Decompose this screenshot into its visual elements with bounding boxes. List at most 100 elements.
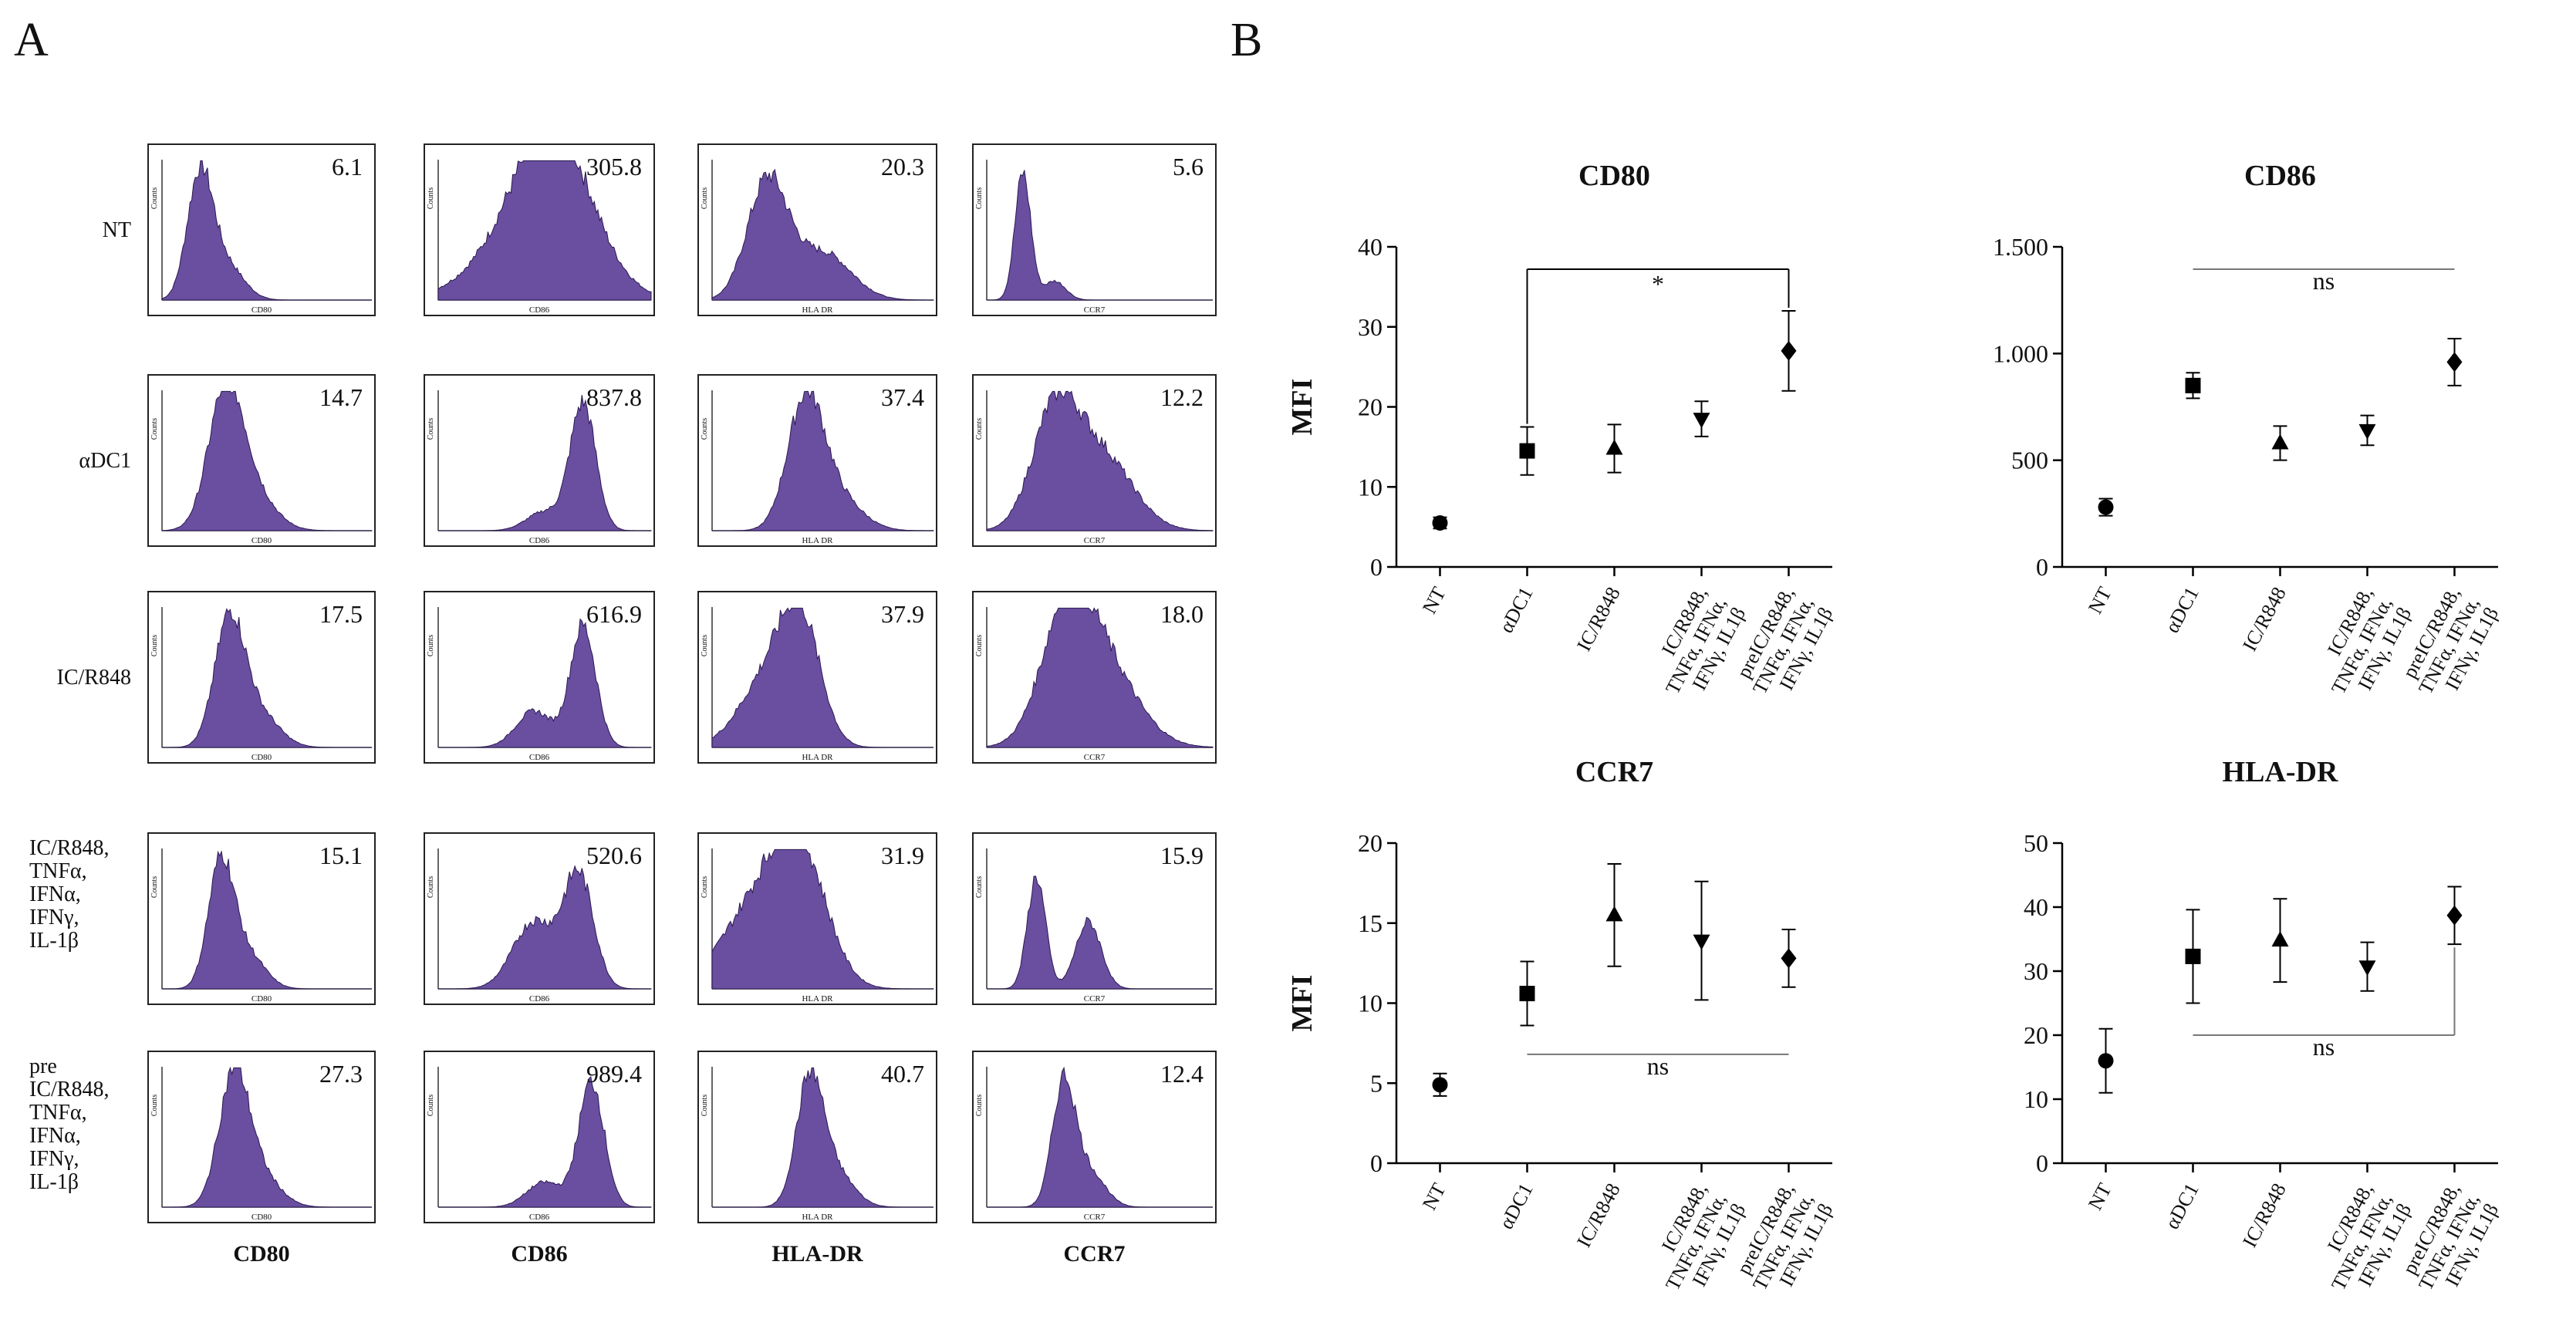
count-label: Counts	[150, 1095, 159, 1116]
column-label: HLA-DR	[771, 1241, 863, 1267]
histogram-shape	[987, 1066, 1213, 1208]
row-label: pre IC/R848, TNFα, IFNα, IFNγ, IL-1β	[29, 1054, 109, 1194]
histogram-value: 989.4	[586, 1060, 642, 1088]
y-tick-label: 1.500	[1993, 233, 2048, 261]
count-label: Counts	[701, 418, 709, 440]
axis-label-small: CD86	[529, 1213, 550, 1222]
y-tick-label: 30	[2024, 957, 2048, 985]
marker	[1781, 948, 1797, 969]
column-label: CD86	[511, 1241, 567, 1267]
axis-label-small: CCR7	[1084, 753, 1106, 762]
x-tick-label: IC/R848,TNFα, IFNα,IFNγ, IL1β	[1642, 1179, 1751, 1304]
significance-label: ns	[2313, 1033, 2335, 1061]
axis-label-small: HLA DR	[802, 305, 833, 315]
histogram-value: 12.2	[1160, 383, 1204, 411]
y-tick-label: 10	[1358, 473, 1383, 501]
histogram-frame	[697, 832, 937, 1005]
histogram-value: 18.0	[1160, 600, 1204, 628]
x-tick-label: IC/R848	[1572, 583, 1625, 655]
histogram-shape	[161, 160, 372, 301]
count-label: Counts	[150, 418, 159, 440]
marker	[1693, 934, 1710, 950]
y-tick-label: 5	[1370, 1069, 1383, 1097]
histogram-value: 520.6	[586, 842, 642, 869]
x-tick-label: IC/R848	[2238, 1179, 2291, 1251]
axis-label-small: CCR7	[1084, 994, 1106, 1004]
x-tick-label: preIC/R848,TNFα, IFNα,IFNγ, IL1β	[1730, 1179, 1838, 1304]
count-label: Counts	[975, 418, 984, 440]
x-tick-label: preIC/R848,TNFα, IFNα,IFNγ, IL1β	[2395, 583, 2503, 708]
count-label: Counts	[975, 1095, 984, 1116]
marker	[2446, 352, 2463, 373]
significance-label: *	[1652, 270, 1664, 298]
count-label: Counts	[701, 876, 709, 898]
y-tick-label: 500	[2011, 447, 2048, 474]
histogram-shape	[161, 850, 372, 990]
y-tick-label: 10	[2024, 1085, 2048, 1113]
histogram-shape	[986, 390, 1214, 531]
axis-label-small: CD80	[252, 753, 272, 762]
x-tick-label: αDC1	[2161, 1179, 2203, 1233]
marker	[1432, 1077, 1448, 1093]
count-label: Counts	[427, 876, 435, 898]
histogram-value: 5.6	[1173, 153, 1204, 180]
marker	[2446, 905, 2463, 926]
count-label: Counts	[975, 876, 984, 898]
histogram-value: 17.5	[319, 600, 363, 628]
count-label: Counts	[701, 1095, 709, 1116]
panel-label: B	[1231, 14, 1262, 66]
histogram-shape	[438, 865, 651, 990]
axis-label-small: CCR7	[1084, 1213, 1106, 1222]
axis-label-small: HLA DR	[802, 994, 833, 1004]
axis-label-small: CD80	[252, 994, 272, 1004]
y-tick-label: 0	[2036, 1149, 2048, 1177]
x-tick-label: NT	[1418, 1179, 1450, 1213]
histogram-frame	[147, 143, 376, 316]
y-axis-label: MFI	[1286, 379, 1318, 436]
histogram-frame	[972, 374, 1217, 547]
axis-label-small: CCR7	[1084, 305, 1106, 315]
chart-title: CD80	[1578, 160, 1650, 192]
histogram-value: 20.3	[881, 153, 924, 180]
histogram-value: 15.1	[319, 842, 363, 869]
axis-label-small: CCR7	[1084, 536, 1106, 545]
chart-title: CD86	[2244, 160, 2316, 192]
y-tick-label: 15	[1358, 909, 1383, 937]
histogram-frame	[697, 591, 937, 764]
histogram-shape	[438, 618, 651, 748]
histogram-value: 6.1	[332, 153, 363, 180]
histogram-shape	[986, 607, 1214, 748]
axis-label-small: CD80	[252, 536, 272, 545]
significance-label: ns	[1647, 1052, 1669, 1080]
marker	[2098, 499, 2114, 515]
y-tick-label: 50	[2024, 829, 2048, 857]
marker	[2358, 960, 2376, 977]
histogram-frame	[147, 591, 376, 764]
histogram-frame	[147, 374, 376, 547]
y-tick-label: 10	[1358, 990, 1383, 1017]
marker	[1605, 439, 1623, 455]
axis-label-small: CD86	[529, 536, 550, 545]
axis-label-small: HLA DR	[802, 1213, 833, 1222]
x-tick-label: NT	[2084, 1179, 2116, 1213]
histogram-value: 616.9	[586, 600, 642, 628]
axis-label-small: CD80	[252, 1213, 272, 1222]
count-label: Counts	[150, 635, 159, 656]
x-tick-label: preIC/R848,TNFα, IFNα,IFNγ, IL1β	[2395, 1179, 2503, 1304]
x-tick-label: αDC1	[1495, 1179, 1538, 1233]
histogram-value: 12.4	[1160, 1060, 1204, 1088]
histogram-frame	[697, 1051, 937, 1223]
marker	[2271, 931, 2289, 947]
x-tick-label: preIC/R848,TNFα, IFNα,IFNγ, IL1β	[1730, 583, 1838, 708]
histogram-frame	[697, 143, 937, 316]
significance-label: ns	[2313, 267, 2335, 295]
y-axis-label: MFI	[1286, 975, 1318, 1032]
x-tick-label: IC/R848	[2238, 583, 2291, 655]
y-tick-label: 20	[2024, 1021, 2048, 1049]
y-tick-label: 0	[1370, 1149, 1383, 1177]
histogram-value: 40.7	[881, 1060, 924, 1088]
axis-label-small: HLA DR	[802, 753, 833, 762]
x-tick-label: αDC1	[1495, 583, 1538, 636]
x-tick-label: NT	[1418, 583, 1450, 617]
histogram-frame	[697, 374, 937, 547]
